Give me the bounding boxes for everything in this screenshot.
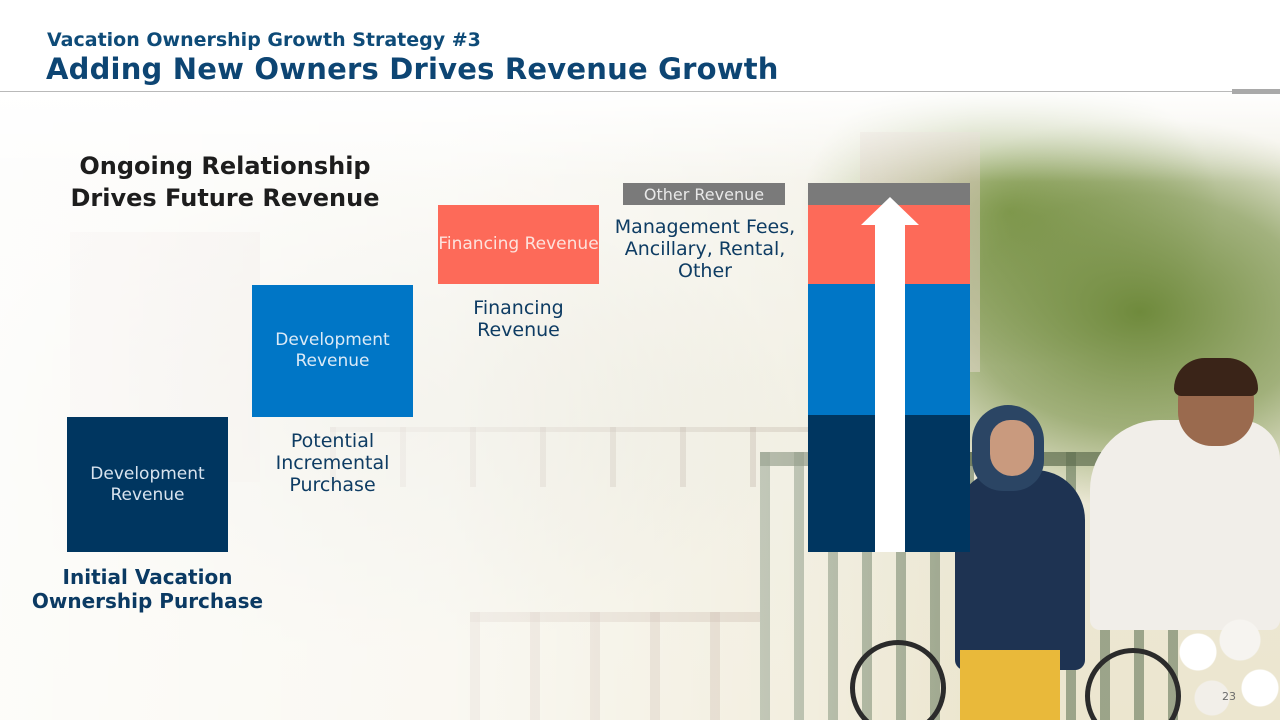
financing-revenue-box: Financing Revenue bbox=[438, 205, 599, 284]
box-label: Development Revenue bbox=[90, 463, 205, 505]
page-number: 23 bbox=[1222, 690, 1236, 703]
slide-supertitle: Vacation Ownership Growth Strategy #3 bbox=[47, 29, 481, 51]
header-divider bbox=[0, 91, 1280, 92]
financing-revenue-caption: Financing Revenue bbox=[473, 297, 564, 341]
other-revenue-box: Other Revenue bbox=[623, 183, 785, 205]
white-flowers bbox=[1168, 612, 1280, 720]
initial-development-revenue-box: Development Revenue bbox=[67, 417, 228, 552]
incremental-purchase-caption: Potential Incremental Purchase bbox=[275, 430, 390, 496]
box-label: Financing Revenue bbox=[438, 234, 599, 254]
woman-pants bbox=[960, 650, 1060, 720]
box-label: Other Revenue bbox=[643, 184, 765, 204]
box-label: Development Revenue bbox=[275, 330, 390, 371]
woman-figure bbox=[955, 470, 1085, 670]
man-figure bbox=[1090, 420, 1280, 630]
initial-purchase-caption: Initial Vacation Ownership Purchase bbox=[31, 565, 264, 613]
woman-face bbox=[990, 420, 1034, 476]
header-divider-accent bbox=[1232, 89, 1280, 94]
incremental-development-revenue-box: Development Revenue bbox=[252, 285, 413, 417]
other-revenue-caption: Management Fees, Ancillary, Rental, Othe… bbox=[614, 216, 796, 282]
man-hair bbox=[1174, 358, 1258, 396]
photo-top-fade bbox=[0, 92, 1280, 182]
bicycle-wheel bbox=[850, 640, 946, 720]
up-arrow-icon bbox=[861, 197, 919, 552]
slide-title: Adding New Owners Drives Revenue Growth bbox=[46, 52, 779, 86]
header-band bbox=[0, 0, 1280, 92]
diagram-heading: Ongoing Relationship Drives Future Reven… bbox=[70, 152, 380, 212]
stack-segment-other-revenue bbox=[808, 183, 970, 205]
